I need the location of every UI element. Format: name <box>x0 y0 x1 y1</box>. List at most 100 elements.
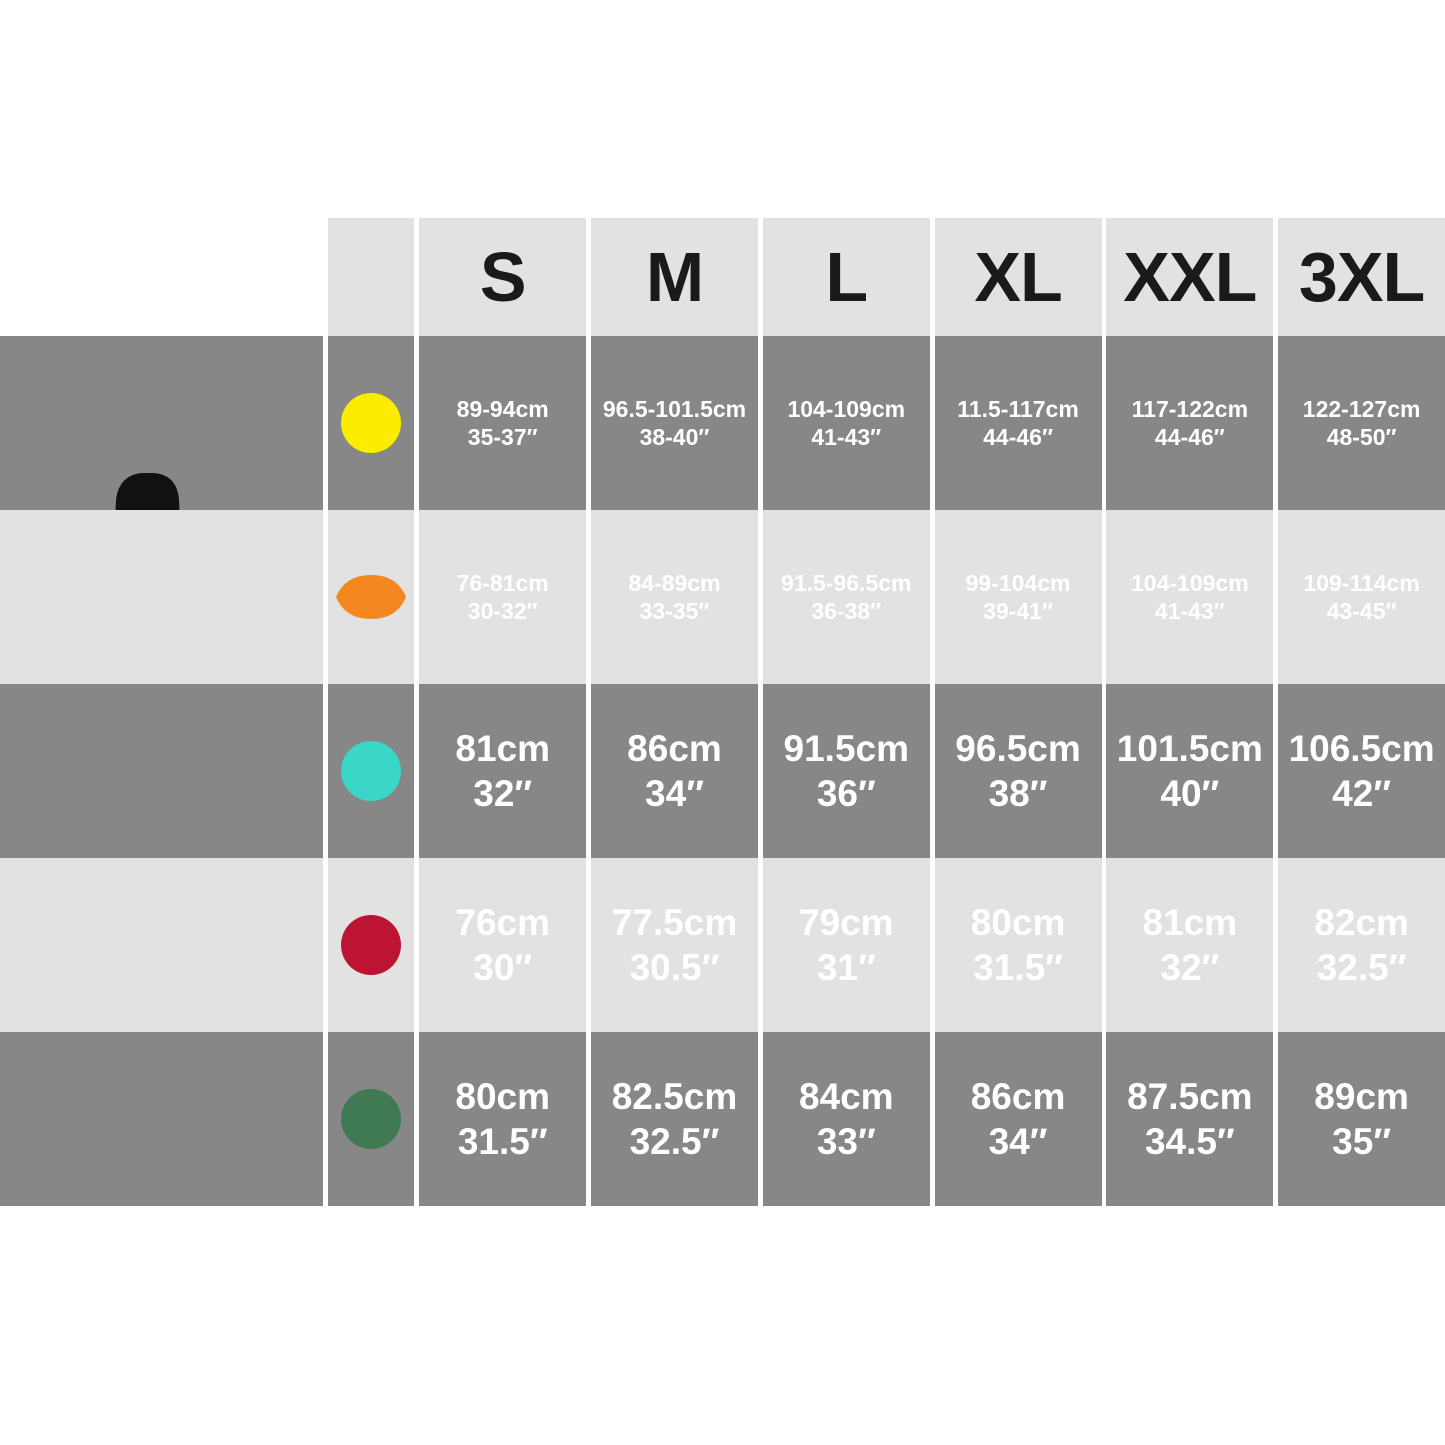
cell-hip-3xl: 106.5cm 42″ <box>1278 684 1445 858</box>
size-label-3xl: 3XL <box>1298 238 1425 316</box>
value-cm: 89cm <box>1314 1075 1409 1117</box>
cell-inseam-m: 77.5cm 30.5″ <box>591 858 758 1032</box>
value-in: 30.5″ <box>629 947 720 988</box>
value-cm: 96.5cm <box>955 727 1081 769</box>
value-in: 38″ <box>988 773 1048 814</box>
cell-hip-xxl: 101.5cm 40″ <box>1106 684 1274 858</box>
value-in: 41-43″ <box>811 424 882 450</box>
value-in: 32.5″ <box>1316 947 1407 988</box>
cell-sleeve-3xl: 89cm 35″ <box>1278 1032 1445 1206</box>
value-in: 38-40″ <box>639 424 710 450</box>
value-in: 35-37″ <box>467 424 538 450</box>
value-in: 43-45″ <box>1326 598 1397 624</box>
value-in: 36-38″ <box>811 598 882 624</box>
value-cm: 106.5cm <box>1288 727 1435 769</box>
body-silhouette <box>115 473 180 510</box>
waist-marker-lens-icon <box>336 575 407 619</box>
marker-cell-hip <box>328 684 415 858</box>
cell-waist-xl: 99-104cm 39-41″ <box>934 510 1102 684</box>
column-header-xl: XL <box>934 218 1102 336</box>
value-cm: 84-89cm <box>628 569 721 596</box>
value-cm: 87.5cm <box>1127 1075 1253 1117</box>
cell-sleeve-s: 80cm 31.5″ <box>419 1032 587 1206</box>
column-header-s: S <box>419 218 587 336</box>
marker-cell-waist <box>328 510 415 684</box>
cell-chest-m: 96.5-101.5cm 38-40″ <box>591 336 758 510</box>
size-chart-table: S M L XL XXL 3XL <box>0 218 1445 1208</box>
cell-chest-xl: 11.5-117cm 44-46″ <box>934 336 1102 510</box>
value-cm: 91.5-96.5cm <box>781 569 912 596</box>
value-in: 44-46″ <box>983 424 1053 450</box>
inseam-marker-dot <box>341 915 402 975</box>
cell-chest-s: 89-94cm 35-37″ <box>419 336 587 510</box>
cell-sleeve-xxl: 87.5cm 34.5″ <box>1106 1032 1274 1206</box>
value-cm: 80cm <box>455 1075 551 1117</box>
marker-cell-sleeve <box>328 1032 415 1206</box>
figure-cell-row-1 <box>0 336 324 510</box>
value-in: 40″ <box>1160 773 1220 814</box>
cell-hip-m: 86cm 34″ <box>591 684 758 858</box>
value-cm: 11.5-117cm <box>957 395 1079 422</box>
cell-waist-3xl: 109-114cm 43-45″ <box>1278 510 1445 684</box>
cell-chest-xxl: 117-122cm 44-46″ <box>1106 336 1274 510</box>
column-header-m: M <box>591 218 758 336</box>
value-in: 30″ <box>473 947 533 988</box>
figure-cell-row-2 <box>0 510 324 684</box>
cell-hip-xl: 96.5cm 38″ <box>934 684 1102 858</box>
column-header-3xl: 3XL <box>1278 218 1445 336</box>
value-in: 32″ <box>1160 947 1220 988</box>
value-cm: 80cm <box>970 901 1066 943</box>
value-cm: 81cm <box>1142 901 1238 943</box>
cell-waist-s: 76-81cm 30-32″ <box>419 510 587 684</box>
value-cm: 101.5cm <box>1116 727 1263 769</box>
table-row: 89-94cm 35-37″ 96.5-101.5cm 38-40″ 104-109… <box>0 336 1445 510</box>
figure-cell-row-3 <box>0 684 324 858</box>
value-cm: 104-109cm <box>1131 569 1249 596</box>
cell-waist-xxl: 104-109cm 41-43″ <box>1106 510 1274 684</box>
figure-cell-row-5 <box>0 1032 324 1206</box>
cell-inseam-xxl: 81cm 32″ <box>1106 858 1274 1032</box>
size-label-m: M <box>645 238 704 316</box>
value-cm: 86cm <box>627 727 722 769</box>
value-cm: 82cm <box>1314 901 1409 943</box>
size-label-l: L <box>825 238 868 316</box>
value-in: 48-50″ <box>1326 424 1397 450</box>
value-cm: 82.5cm <box>611 1075 738 1117</box>
value-in: 32″ <box>473 773 533 814</box>
cell-waist-l: 91.5-96.5cm 36-38″ <box>762 510 930 684</box>
value-cm: 99-104cm <box>965 569 1071 596</box>
table-row: 80cm 31.5″ 82.5cm 32.5″ 84cm 33″ 86cm 34″ 87… <box>0 1032 1445 1206</box>
cell-chest-l: 104-109cm 41-43″ <box>762 336 930 510</box>
cell-inseam-3xl: 82cm 32.5″ <box>1278 858 1445 1032</box>
value-in: 31″ <box>816 947 876 988</box>
chest-marker-dot <box>341 393 402 453</box>
value-cm: 77.5cm <box>611 901 738 943</box>
table-header-row: S M L XL XXL 3XL <box>0 218 1445 336</box>
cell-inseam-xl: 80cm 31.5″ <box>934 858 1102 1032</box>
column-header-l: L <box>762 218 930 336</box>
value-in: 31.5″ <box>973 947 1063 988</box>
value-cm: 89-94cm <box>456 395 549 422</box>
cell-sleeve-l: 84cm 33″ <box>762 1032 930 1206</box>
value-in: 44-46″ <box>1154 424 1225 450</box>
size-label-s: S <box>479 238 527 316</box>
value-cm: 117-122cm <box>1131 395 1249 422</box>
value-cm: 86cm <box>970 1075 1066 1117</box>
hip-marker-dot <box>341 741 402 801</box>
value-in: 33-35″ <box>639 598 710 624</box>
size-label-xl: XL <box>974 238 1062 316</box>
header-figure-cell <box>0 218 324 336</box>
value-in: 39-41″ <box>983 598 1053 624</box>
value-cm: 122-127cm <box>1302 395 1421 422</box>
value-in: 35″ <box>1332 1121 1392 1162</box>
value-in: 32.5″ <box>629 1121 720 1162</box>
table-row: 76cm 30″ 77.5cm 30.5″ 79cm 31″ 80cm 31.5″ 81… <box>0 858 1445 1032</box>
value-cm: 76cm <box>455 901 551 943</box>
figure-cell-row-4 <box>0 858 324 1032</box>
cell-inseam-l: 79cm 31″ <box>762 858 930 1032</box>
table-row: 76-81cm 30-32″ 84-89cm 33-35″ 91.5-96.5cm 3… <box>0 510 1445 684</box>
cell-sleeve-xl: 86cm 34″ <box>934 1032 1102 1206</box>
value-in: 36″ <box>816 773 876 814</box>
value-cm: 84cm <box>798 1075 894 1117</box>
